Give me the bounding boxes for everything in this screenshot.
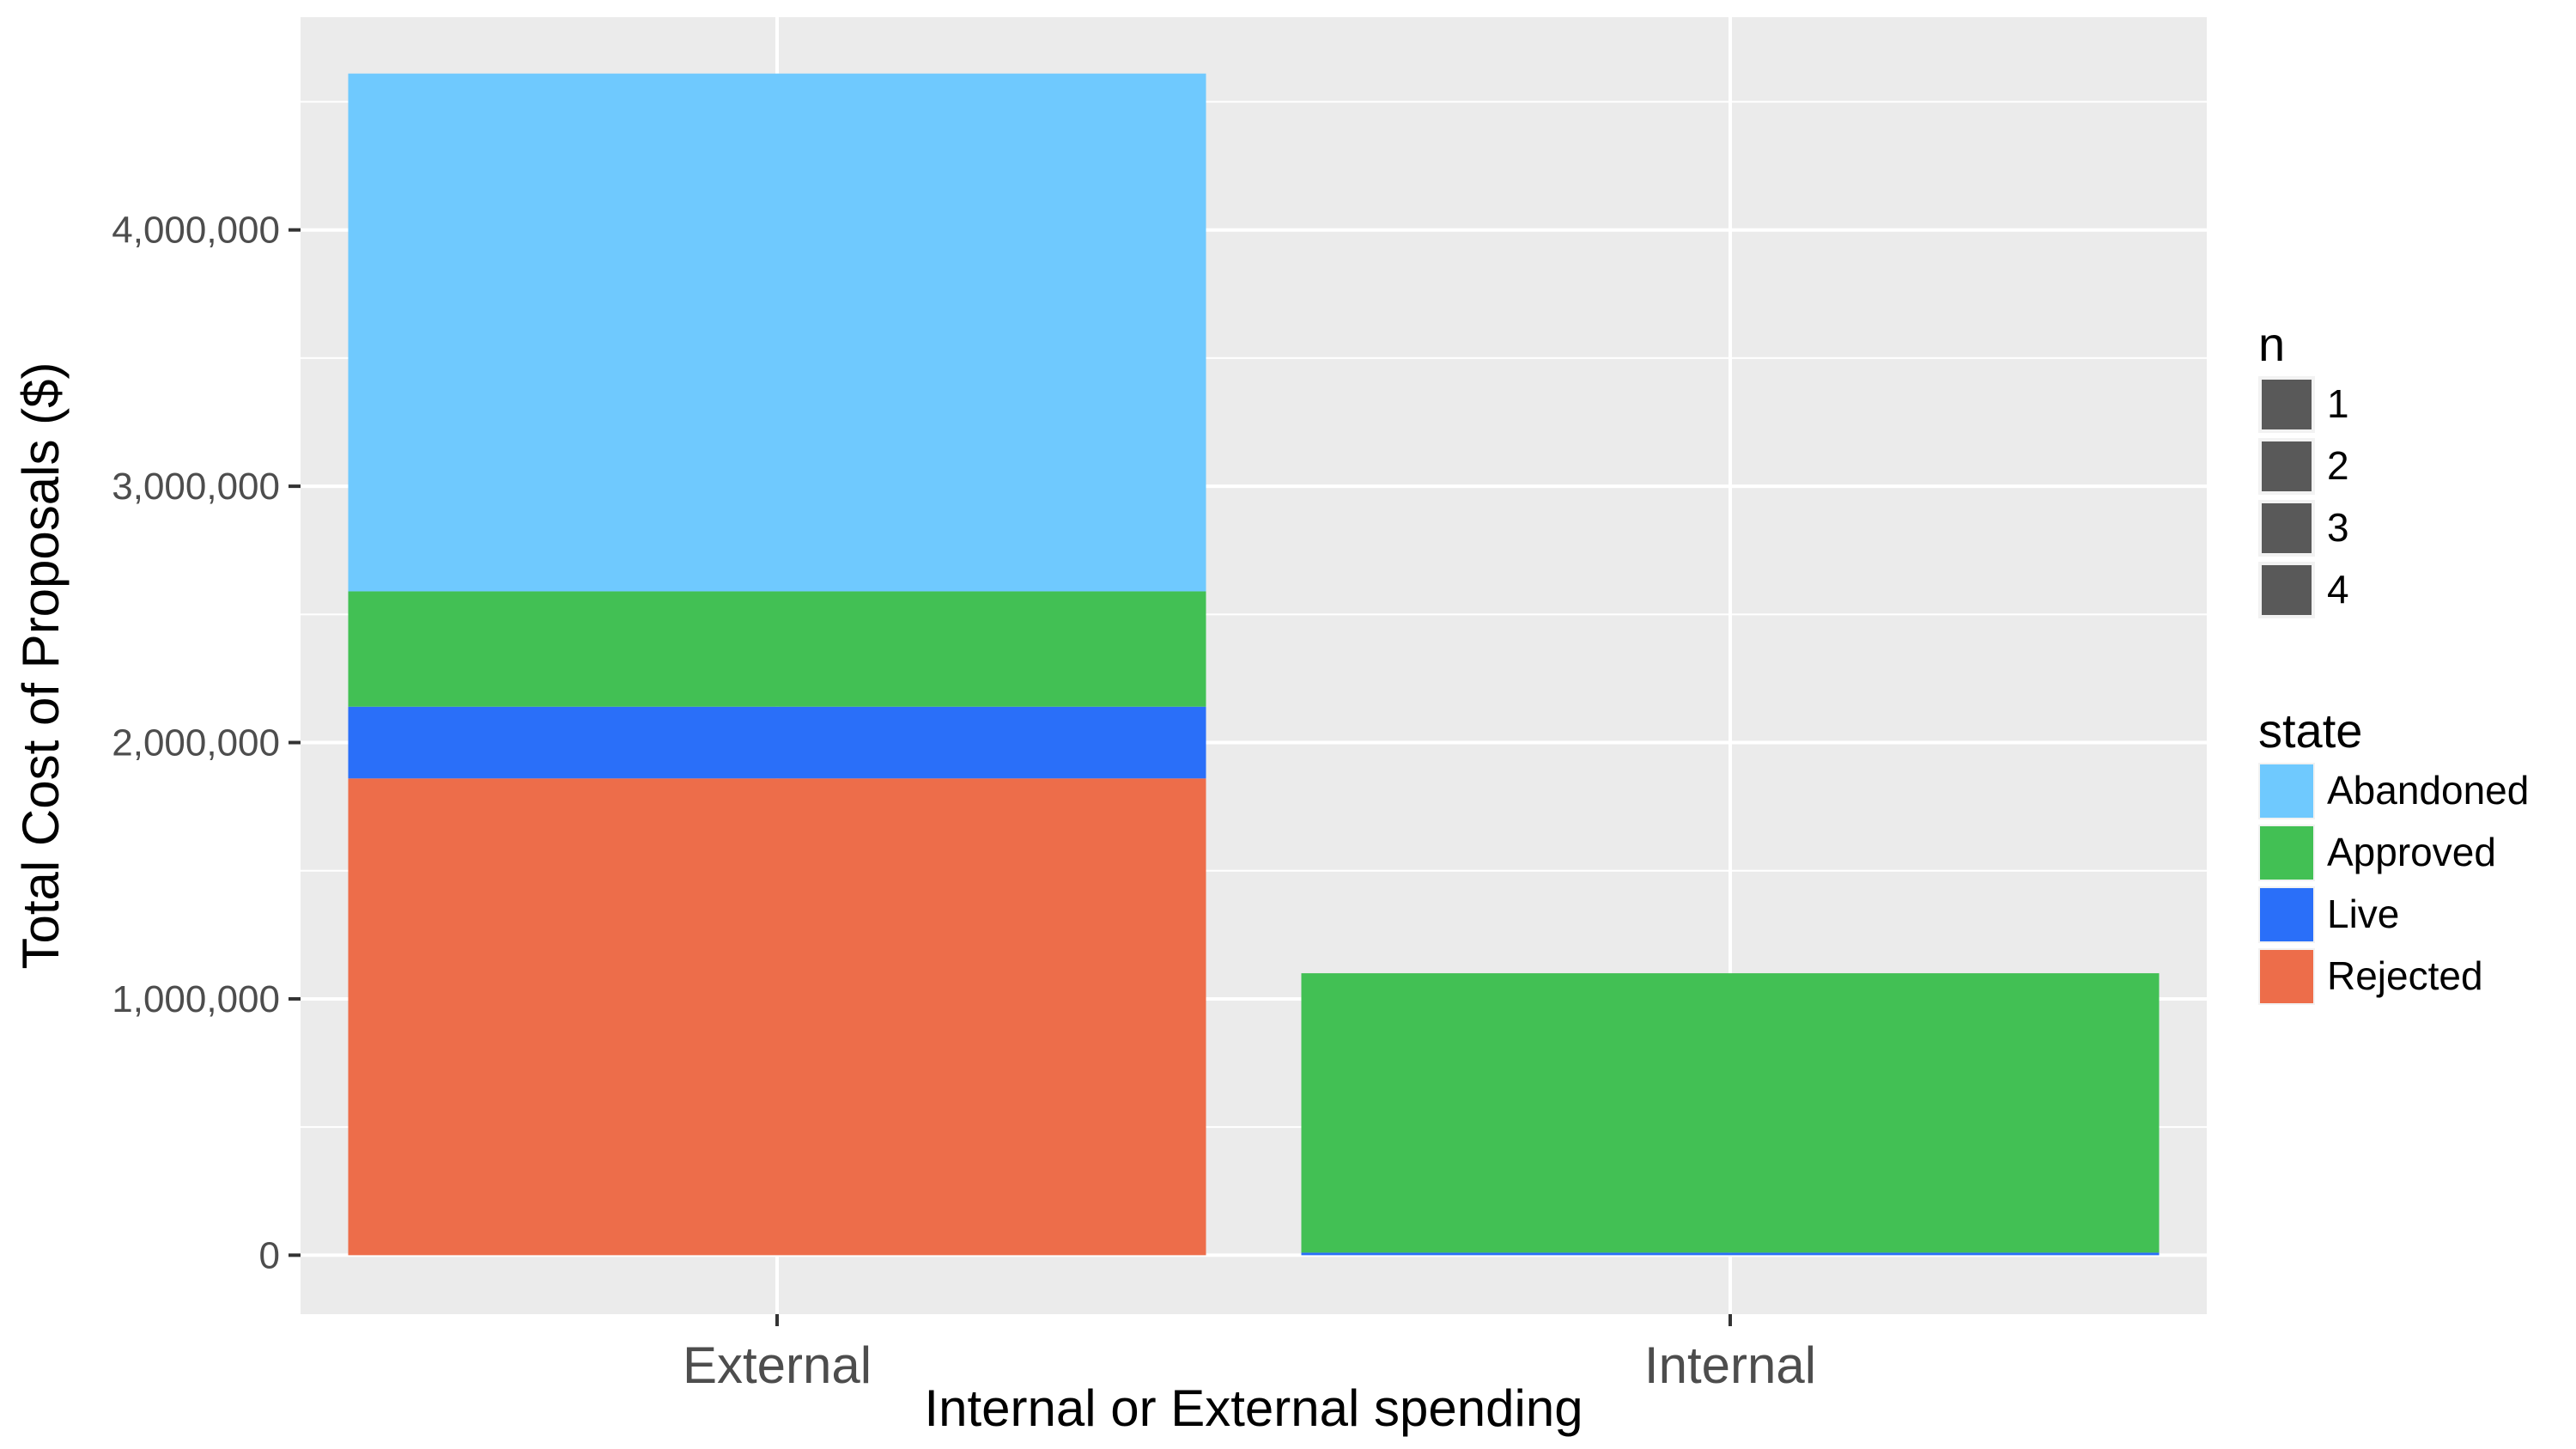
legend-n: n1 2 3 4 <box>2258 317 2349 618</box>
bar-segment-external-live <box>348 706 1206 779</box>
legend-state-title: state <box>2258 703 2362 758</box>
bars <box>348 73 2160 1256</box>
y-tick-label: 0 <box>259 1234 280 1276</box>
legend-state-key <box>2260 888 2313 941</box>
legend-n-label: 3 <box>2327 505 2349 550</box>
legend-state-key <box>2260 826 2313 880</box>
y-tick-label: 1,000,000 <box>112 978 280 1020</box>
legend-state-label: Approved <box>2327 830 2496 874</box>
bar-segment-external-abandoned <box>348 73 1206 592</box>
legend-n-key <box>2262 503 2312 553</box>
legend-state: state Abandoned Approved Live Rejected <box>2258 703 2529 1005</box>
y-axis-title: Total Cost of Proposals ($) <box>12 362 70 970</box>
legend-n-label: 1 <box>2327 381 2349 426</box>
bar-segment-external-approved <box>348 591 1206 707</box>
legend-n-label: 4 <box>2327 567 2349 612</box>
x-axis-title: Internal or External spending <box>924 1379 1583 1437</box>
y-axis: 0 1,000,000 2,000,000 3,000,000 4,000,000 <box>112 210 301 1276</box>
x-tick-label: External <box>683 1336 872 1394</box>
bar-segment-internal-live <box>1301 1252 2160 1256</box>
legend-n-key <box>2262 441 2312 491</box>
legend-state-key <box>2260 764 2313 818</box>
legend-n-label: 2 <box>2327 443 2349 488</box>
bar-segment-internal-approved <box>1301 973 2160 1253</box>
x-tick-label: Internal <box>1644 1336 1816 1394</box>
legend-state-label: Rejected <box>2327 953 2483 998</box>
legend-state-key <box>2260 950 2313 1003</box>
legend-n-key <box>2262 565 2312 615</box>
bar-segment-external-rejected <box>348 778 1206 1256</box>
x-axis: External Internal <box>683 1314 1816 1394</box>
y-tick-label: 3,000,000 <box>112 466 280 508</box>
legend-state-label: Abandoned <box>2327 768 2529 813</box>
legend-n-key <box>2262 380 2312 429</box>
legend-state-label: Live <box>2327 892 2399 936</box>
y-tick-label: 4,000,000 <box>112 210 280 252</box>
y-tick-label: 2,000,000 <box>112 722 280 764</box>
legend-n-title: n <box>2258 317 2285 371</box>
